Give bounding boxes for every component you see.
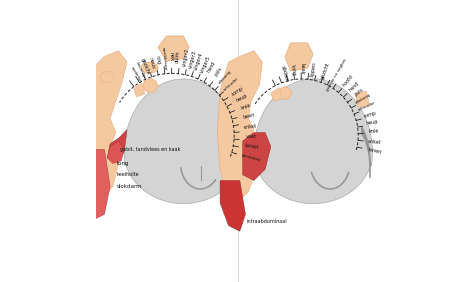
Polygon shape — [254, 79, 373, 204]
Text: intraabdominaal: intraabdominaal — [247, 219, 288, 224]
Circle shape — [279, 87, 291, 99]
Text: tenen: tenen — [245, 143, 259, 150]
Text: kaak: kaak — [300, 63, 304, 75]
Circle shape — [143, 79, 157, 93]
Text: gezicht: gezicht — [320, 61, 331, 80]
Text: nek: nek — [168, 52, 173, 61]
Text: knie: knie — [240, 103, 251, 111]
Polygon shape — [76, 149, 110, 220]
Polygon shape — [243, 133, 271, 180]
Text: hoofd: hoofd — [341, 74, 355, 87]
Polygon shape — [107, 130, 127, 161]
Text: vinger4: vinger4 — [193, 52, 205, 71]
Text: schouder: schouder — [358, 101, 377, 112]
Text: heup: heup — [235, 93, 248, 103]
Text: keelholte: keelholte — [117, 172, 139, 177]
Text: romp: romp — [231, 86, 244, 97]
Polygon shape — [220, 180, 246, 231]
Polygon shape — [82, 51, 127, 203]
Polygon shape — [79, 6, 93, 14]
Text: elleboog: elleboog — [218, 69, 232, 85]
Text: oog: oog — [154, 56, 161, 65]
Text: tong: tong — [290, 65, 296, 76]
Ellipse shape — [100, 71, 114, 83]
Polygon shape — [285, 43, 313, 71]
Ellipse shape — [141, 62, 158, 73]
Text: duim: duim — [175, 50, 181, 63]
Polygon shape — [230, 85, 245, 102]
Polygon shape — [134, 83, 145, 97]
Text: gezicht: gezicht — [140, 57, 151, 76]
Text: slikken: slikken — [279, 65, 289, 82]
Text: slokdarm: slokdarm — [117, 184, 142, 189]
Text: enkel: enkel — [244, 124, 257, 130]
Text: tong: tong — [117, 161, 130, 166]
Text: heup: heup — [366, 119, 379, 126]
Text: schouder: schouder — [223, 76, 240, 91]
Text: elleboog: elleboog — [355, 92, 372, 105]
Text: vinger3: vinger3 — [188, 50, 197, 69]
Text: voet: voet — [246, 134, 257, 139]
Polygon shape — [217, 51, 263, 203]
Text: pols: pols — [354, 87, 365, 97]
Polygon shape — [271, 87, 282, 102]
Text: hand: hand — [206, 61, 217, 74]
Polygon shape — [124, 79, 243, 204]
Polygon shape — [107, 141, 124, 164]
Text: wenkbrauw: wenkbrauw — [161, 46, 167, 70]
Text: gebit, tandvlees en kaak: gebit, tandvlees en kaak — [120, 147, 180, 152]
Text: pols: pols — [213, 66, 223, 77]
Text: lippen: lippen — [310, 61, 318, 77]
Text: knie: knie — [369, 129, 379, 134]
Text: been: been — [242, 113, 255, 120]
Text: gezicht en oogkas: gezicht en oogkas — [326, 58, 348, 92]
Text: enkel: enkel — [368, 139, 382, 145]
Text: vinger5: vinger5 — [199, 54, 212, 74]
Polygon shape — [158, 36, 189, 61]
Text: bovenlip: bovenlip — [135, 61, 146, 79]
Text: tenen: tenen — [367, 147, 382, 155]
Text: hand: hand — [348, 80, 360, 92]
Text: romp: romp — [364, 110, 377, 119]
Text: onderlip: onderlip — [129, 66, 141, 82]
Polygon shape — [355, 91, 369, 108]
Text: genitaliën: genitaliën — [240, 153, 261, 163]
Text: vinger2: vinger2 — [182, 48, 190, 67]
Text: neus: neus — [147, 57, 155, 70]
